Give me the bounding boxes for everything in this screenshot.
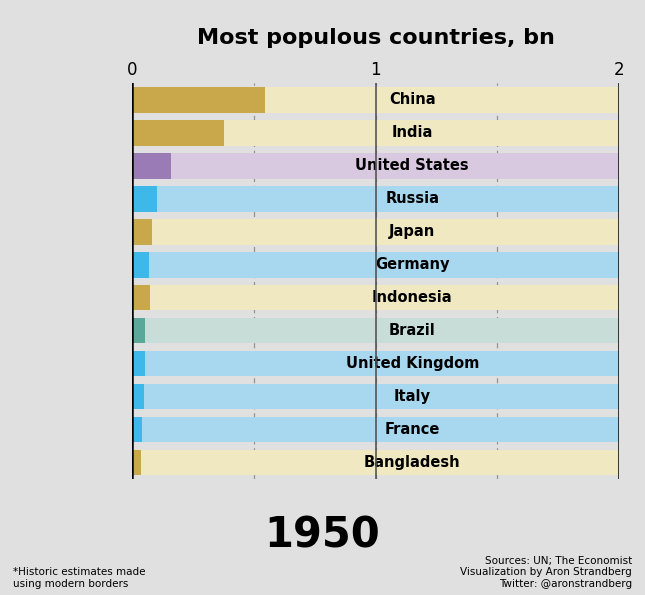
Bar xyxy=(132,416,619,442)
Bar xyxy=(132,186,619,212)
Bar xyxy=(132,384,144,409)
Bar xyxy=(132,252,149,277)
Bar xyxy=(132,87,619,112)
Text: France: France xyxy=(384,422,440,437)
Bar xyxy=(132,350,144,377)
Text: Brazil: Brazil xyxy=(389,323,435,338)
Bar xyxy=(132,350,619,377)
Title: Most populous countries, bn: Most populous countries, bn xyxy=(197,29,555,48)
Text: Russia: Russia xyxy=(385,191,439,206)
Bar xyxy=(132,153,171,178)
Bar xyxy=(132,318,619,343)
Bar xyxy=(132,285,150,311)
Text: China: China xyxy=(389,92,435,107)
Text: India: India xyxy=(392,126,433,140)
Text: Japan: Japan xyxy=(389,224,435,239)
Bar xyxy=(132,318,145,343)
Text: Germany: Germany xyxy=(375,257,450,272)
Text: Bangladesh: Bangladesh xyxy=(364,455,461,470)
Text: 1950: 1950 xyxy=(264,515,381,556)
Text: United Kingdom: United Kingdom xyxy=(346,356,479,371)
Bar xyxy=(132,384,619,409)
Text: United States: United States xyxy=(355,158,469,173)
Text: Sources: UN; The Economist
Visualization by Aron Strandberg
Twitter: @aronstrand: Sources: UN; The Economist Visualization… xyxy=(461,556,632,589)
Bar xyxy=(132,219,152,245)
Bar xyxy=(132,186,157,212)
Bar xyxy=(132,450,619,475)
Bar xyxy=(132,153,619,178)
Text: *Historic estimates made
using modern borders: *Historic estimates made using modern bo… xyxy=(13,568,145,589)
Bar xyxy=(132,87,264,112)
Text: Italy: Italy xyxy=(393,389,431,404)
Text: Indonesia: Indonesia xyxy=(372,290,453,305)
Bar xyxy=(132,285,619,311)
Bar xyxy=(132,450,141,475)
Bar xyxy=(132,219,619,245)
Bar xyxy=(132,252,619,277)
Bar xyxy=(132,120,224,146)
Bar xyxy=(132,120,619,146)
Bar xyxy=(132,416,143,442)
